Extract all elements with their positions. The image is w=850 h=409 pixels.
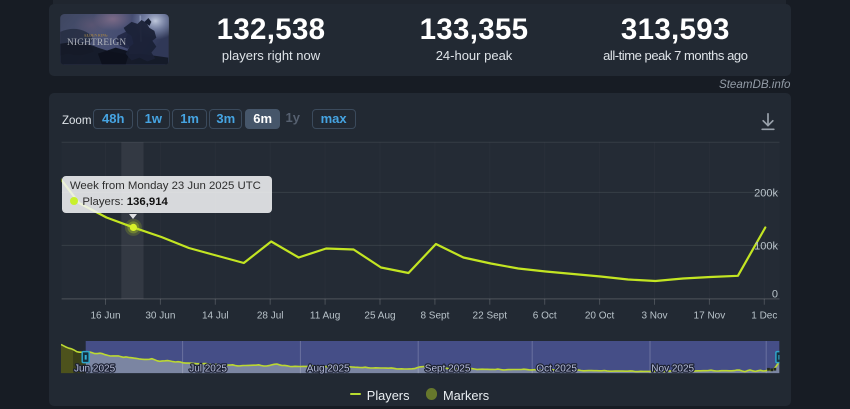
svg-text:Jun 2025: Jun 2025	[74, 363, 116, 374]
svg-text:3 Nov: 3 Nov	[641, 311, 667, 322]
svg-text:16 Jun: 16 Jun	[90, 311, 120, 322]
svg-text:1 Dec: 1 Dec	[751, 311, 777, 322]
svg-text:22 Sept: 22 Sept	[473, 311, 508, 322]
svg-text:25 Aug: 25 Aug	[364, 311, 395, 322]
svg-text:Oct 2025: Oct 2025	[536, 363, 577, 374]
svg-text:11 Aug: 11 Aug	[310, 311, 340, 322]
svg-text:28 Jul: 28 Jul	[257, 311, 284, 322]
svg-text:Jul 2025: Jul 2025	[189, 363, 227, 374]
svg-text:Sept 2025: Sept 2025	[425, 363, 471, 374]
svg-text:Aug 2025: Aug 2025	[307, 363, 350, 374]
svg-text:30 Jun: 30 Jun	[145, 311, 175, 322]
svg-text:0: 0	[772, 289, 778, 301]
svg-text:14 Jul: 14 Jul	[202, 311, 229, 322]
svg-text:8 Sept: 8 Sept	[420, 311, 449, 322]
svg-text:Nov 2025: Nov 2025	[651, 363, 694, 374]
svg-text:200k: 200k	[754, 188, 778, 200]
svg-text:6 Oct: 6 Oct	[533, 311, 557, 322]
svg-text:100k: 100k	[754, 241, 778, 253]
svg-text:17 Nov: 17 Nov	[694, 311, 726, 322]
svg-text:20 Oct: 20 Oct	[585, 311, 615, 322]
